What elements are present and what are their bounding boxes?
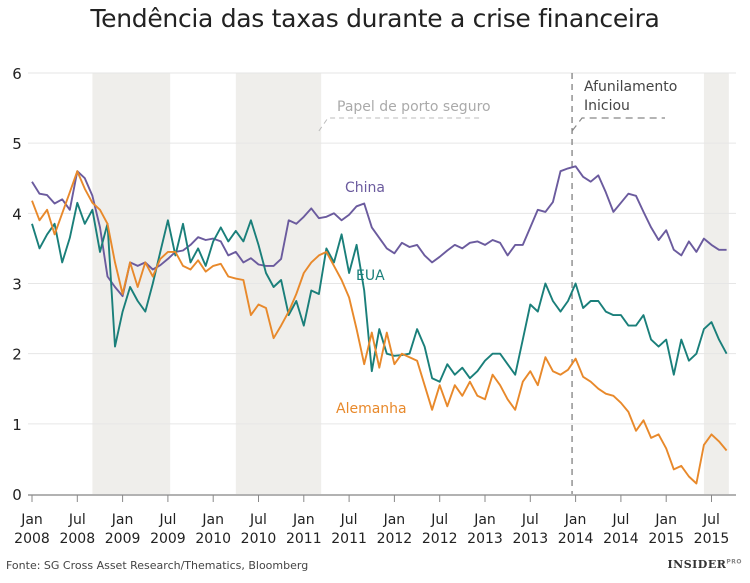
x-tick-month: Jan xyxy=(20,512,43,528)
x-tick-year: 2013 xyxy=(467,531,503,547)
source-note: Fonte: SG Cross Asset Research/Thematics… xyxy=(6,559,309,572)
y-tick-label: 3 xyxy=(12,275,22,293)
x-tick-year: 2013 xyxy=(512,531,548,547)
chart-title: Tendência das taxas durante a crise fina… xyxy=(90,4,660,33)
x-tick-year: 2012 xyxy=(377,531,413,547)
x-tick-month: Jan xyxy=(292,512,315,528)
y-tick-label: 0 xyxy=(12,486,22,504)
x-tick-month: Jan xyxy=(654,512,677,528)
y-tick-label: 6 xyxy=(12,65,22,83)
series-line-eua xyxy=(31,201,728,383)
x-tick-year: 2011 xyxy=(286,531,322,547)
x-tick-year: 2014 xyxy=(603,531,639,547)
annotation-leader xyxy=(571,117,665,132)
x-tick-year: 2008 xyxy=(14,531,50,547)
x-tick-year: 2011 xyxy=(331,531,367,547)
x-tick-month: Jan xyxy=(383,512,406,528)
x-tick-month: Jul xyxy=(340,512,358,528)
x-tick-year: 2008 xyxy=(59,531,95,547)
y-tick-label: 5 xyxy=(12,135,22,153)
x-tick-year: 2010 xyxy=(241,531,277,547)
insider-pro-logo: INSIDERPRO xyxy=(667,558,742,571)
x-tick-month: Jul xyxy=(702,512,720,528)
x-tick-year: 2012 xyxy=(422,531,458,547)
x-tick-year: 2009 xyxy=(150,531,186,547)
x-tick-year: 2015 xyxy=(694,531,730,547)
annotation-safe-haven: Papel de porto seguro xyxy=(337,99,491,115)
annotation-tapering: Afunilamento xyxy=(584,79,677,95)
x-tick-year: 2014 xyxy=(558,531,594,547)
x-tick-month: Jul xyxy=(249,512,267,528)
x-tick-month: Jan xyxy=(564,512,587,528)
series-label-eua: EUA xyxy=(356,268,385,284)
y-tick-label: 4 xyxy=(12,205,22,223)
annotation-tapering-line2: Iniciou xyxy=(584,98,630,114)
x-tick-month: Jul xyxy=(611,512,629,528)
series-label-china: China xyxy=(345,180,385,196)
x-tick-month: Jul xyxy=(68,512,86,528)
series-line-alemanha xyxy=(31,170,728,485)
series-label-alemanha: Alemanha xyxy=(336,401,407,417)
y-tick-label: 1 xyxy=(12,416,22,434)
annotation-leader xyxy=(318,117,480,132)
y-tick-label: 2 xyxy=(12,346,22,364)
x-tick-month: Jan xyxy=(473,512,496,528)
x-tick-month: Jan xyxy=(111,512,134,528)
x-tick-month: Jul xyxy=(158,512,176,528)
x-tick-month: Jul xyxy=(521,512,539,528)
series-line-china xyxy=(31,165,727,298)
x-tick-month: Jan xyxy=(201,512,224,528)
x-tick-year: 2015 xyxy=(648,531,684,547)
x-tick-year: 2009 xyxy=(105,531,141,547)
x-tick-year: 2010 xyxy=(195,531,231,547)
x-tick-month: Jul xyxy=(430,512,448,528)
